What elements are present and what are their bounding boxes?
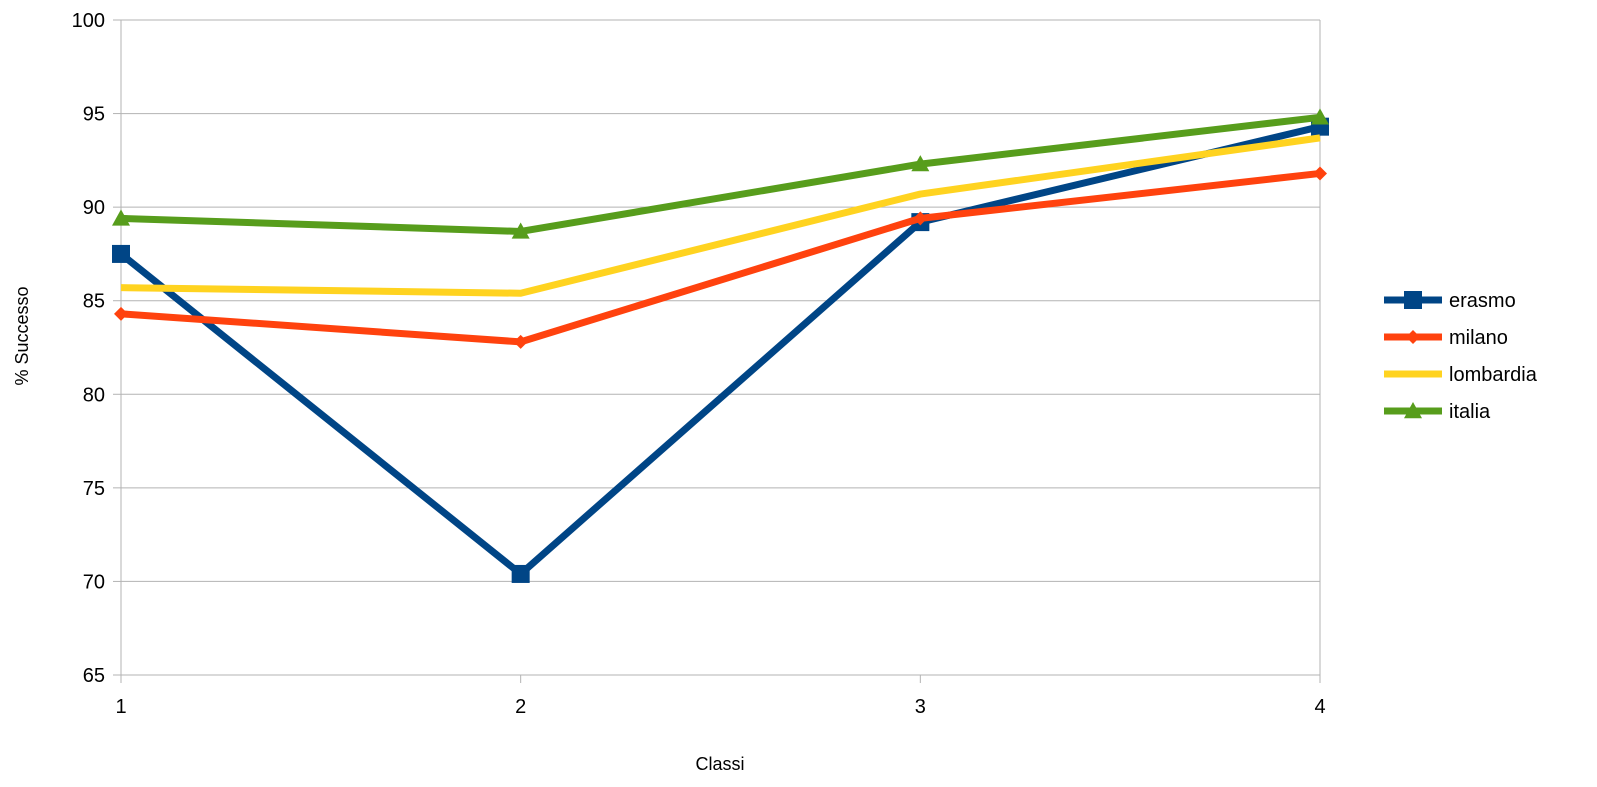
legend-label: lombardia <box>1449 364 1538 386</box>
y-tick-label: 95 <box>83 104 105 126</box>
data-point <box>112 209 130 226</box>
tick-labels: 65 70 75 80 85 90 95 100 1 2 3 4 <box>72 10 1326 718</box>
x-tick-label: 4 <box>1314 696 1325 718</box>
legend-label: italia <box>1449 401 1491 423</box>
series-italia <box>112 108 1329 239</box>
legend-item-lombardia: lombardia <box>1384 364 1538 386</box>
series-lombardia <box>120 134 1321 297</box>
series-milano <box>114 166 1327 349</box>
axes <box>113 19 1321 683</box>
series-line <box>120 169 1321 346</box>
series-line <box>120 113 1321 235</box>
x-tick-label: 2 <box>515 696 526 718</box>
legend: erasmo milano lombardia italia <box>1384 290 1538 423</box>
x-tick-label: 3 <box>915 696 926 718</box>
legend-label: erasmo <box>1449 290 1516 312</box>
legend-label: milano <box>1449 327 1508 349</box>
data-point <box>1311 108 1329 125</box>
data-point <box>1406 330 1420 344</box>
data-point <box>1404 402 1422 419</box>
data-point <box>513 334 528 349</box>
x-tick-label: 1 <box>115 696 126 718</box>
data-point <box>911 155 930 172</box>
series <box>112 108 1329 583</box>
y-tick-label: 65 <box>83 665 105 687</box>
y-tick-label: 85 <box>83 291 105 313</box>
grid-lines <box>121 19 1320 676</box>
data-point <box>1313 166 1327 181</box>
y-tick-label: 80 <box>83 384 105 406</box>
data-point <box>1404 291 1422 309</box>
y-tick-label: 100 <box>72 10 105 32</box>
legend-item-milano: milano <box>1384 327 1508 349</box>
y-axis-title: % Successo <box>12 286 32 385</box>
series-line <box>118 123 1321 578</box>
y-tick-label: 90 <box>83 197 105 219</box>
data-point <box>511 222 530 239</box>
data-point <box>114 306 128 321</box>
data-point <box>511 564 530 583</box>
x-axis-title: Classi <box>695 754 744 774</box>
series-erasmo <box>112 117 1329 583</box>
data-point <box>913 211 928 226</box>
legend-item-erasmo: erasmo <box>1384 290 1516 312</box>
data-point <box>112 244 130 263</box>
y-tick-label: 75 <box>83 478 105 500</box>
y-tick-label: 70 <box>83 571 105 593</box>
series-line <box>120 134 1321 297</box>
legend-item-italia: italia <box>1384 401 1491 423</box>
